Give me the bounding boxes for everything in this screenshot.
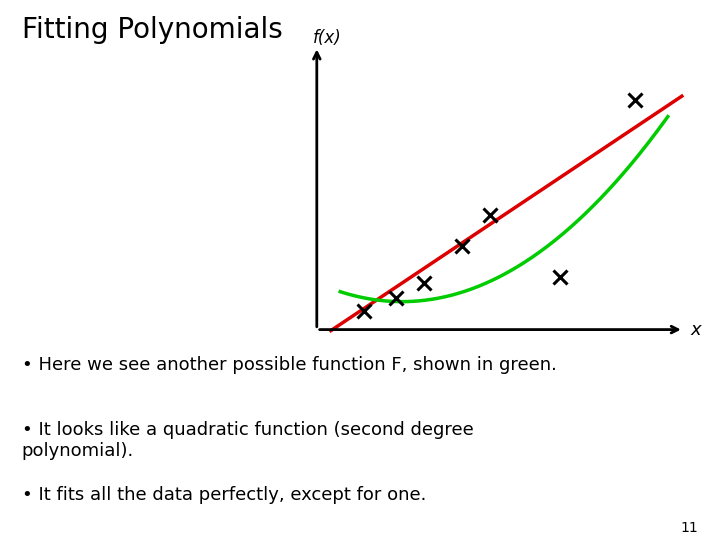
Text: • It looks like a quadratic function (second degree
polynomial).: • It looks like a quadratic function (se… — [22, 421, 473, 460]
Text: • It fits all the data perfectly, except for one.: • It fits all the data perfectly, except… — [22, 486, 426, 504]
Text: Fitting Polynomials: Fitting Polynomials — [22, 16, 282, 44]
Text: x: x — [690, 321, 701, 339]
Text: f(x): f(x) — [312, 29, 341, 46]
Text: • Here we see another possible function F, shown in green.: • Here we see another possible function … — [22, 356, 557, 374]
Text: 11: 11 — [680, 521, 698, 535]
